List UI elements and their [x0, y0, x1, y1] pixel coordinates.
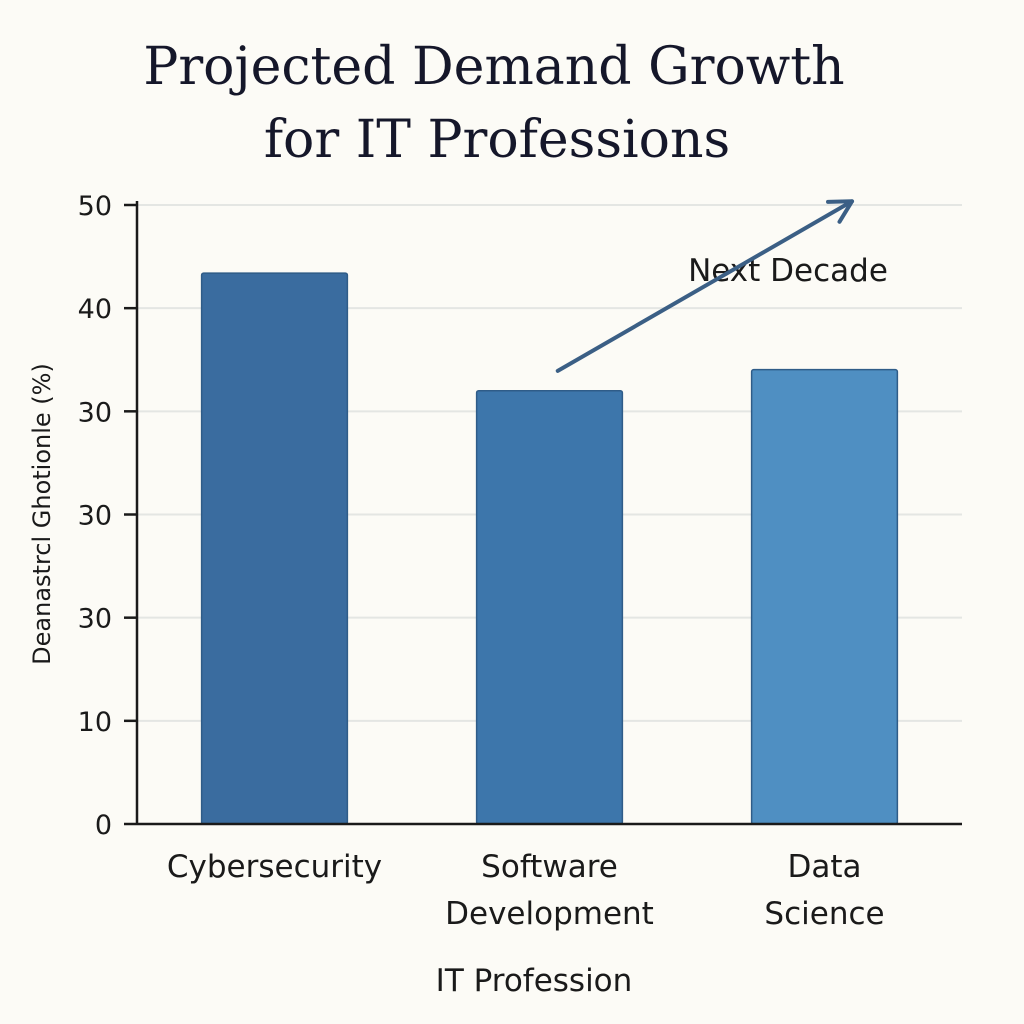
y-tick-labels: 0 10 30 30 30 40 50 [78, 191, 112, 841]
bars [200, 272, 899, 825]
x-axis-label: IT Profession [436, 963, 633, 999]
y-tick-label: 10 [78, 707, 112, 738]
chart-title-line-2: for IT Professions [264, 110, 730, 170]
axes [124, 201, 962, 826]
bar [200, 272, 349, 825]
y-tick-label: 0 [95, 810, 112, 841]
x-category-label: Software [481, 849, 618, 885]
annotation-arrow-head [826, 199, 854, 224]
y-tick-label: 30 [78, 397, 112, 428]
y-tick-label: 30 [78, 604, 112, 635]
y-tick-label: 40 [78, 294, 112, 325]
chart-title-line-1: Projected Demand Growth [143, 37, 844, 97]
bar [475, 389, 624, 825]
annotation: Next Decade [555, 199, 888, 373]
y-tick-label: 30 [78, 501, 112, 532]
x-category-label: Development [445, 896, 654, 932]
x-category-labels: Cybersecurity Software Development Data Scie… [167, 849, 885, 932]
annotation-label: Next Decade [688, 253, 888, 289]
x-category-label: Data [787, 849, 861, 885]
chart-title: Projected Demand Growth for IT Professio… [143, 37, 844, 170]
bar [750, 368, 899, 825]
x-category-label: Cybersecurity [167, 849, 382, 885]
y-tick-label: 50 [78, 191, 112, 222]
annotation-arrow-shaft [555, 199, 854, 373]
y-axis-label: Deanastrcl Ghotionle (%) [28, 363, 56, 665]
x-category-label: Science [764, 896, 884, 932]
